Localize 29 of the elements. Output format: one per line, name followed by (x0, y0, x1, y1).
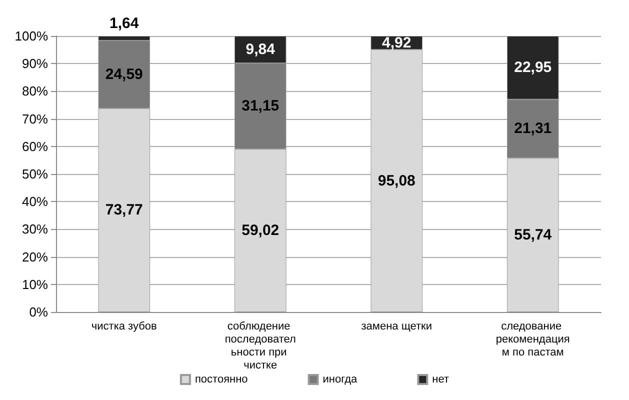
y-tick-label: 50% (22, 166, 48, 182)
y-tick-label: 80% (22, 84, 48, 99)
legend-label: иногда (322, 374, 358, 386)
legend-label: постоянно (194, 374, 248, 386)
data-label: 21,31 (514, 120, 552, 138)
data-label: 9,84 (246, 41, 276, 58)
data-label: 24,59 (105, 66, 143, 83)
y-tick-label: 30% (22, 222, 48, 237)
legend-label: нет (432, 374, 450, 386)
y-tick-label: 10% (22, 276, 48, 292)
data-label: 95,08 (378, 172, 416, 190)
y-tick-label: 40% (22, 194, 48, 210)
data-label: 1,64 (110, 15, 140, 32)
x-tick-label: следование рекомендациям по пастам (496, 320, 570, 358)
y-tick-label: 100% (14, 28, 48, 44)
y-tick-label: 60% (22, 138, 48, 154)
data-label: 59,02 (242, 222, 280, 240)
y-tick-label: 0% (29, 304, 48, 320)
data-label: 31,15 (242, 98, 280, 115)
data-label: 22,95 (514, 59, 552, 76)
y-tick-label: 20% (22, 249, 48, 264)
data-label: 73,77 (105, 202, 143, 219)
x-tick-label: соблюдение последовательности при чистке (224, 320, 296, 372)
data-label: 4,92 (382, 34, 412, 52)
x-tick-label: чистка зубов (91, 320, 157, 332)
data-label: 55,74 (514, 226, 552, 244)
x-tick-label: замена щетки (361, 320, 432, 332)
y-tick-label: 70% (22, 111, 48, 126)
y-tick-label: 90% (22, 56, 48, 72)
